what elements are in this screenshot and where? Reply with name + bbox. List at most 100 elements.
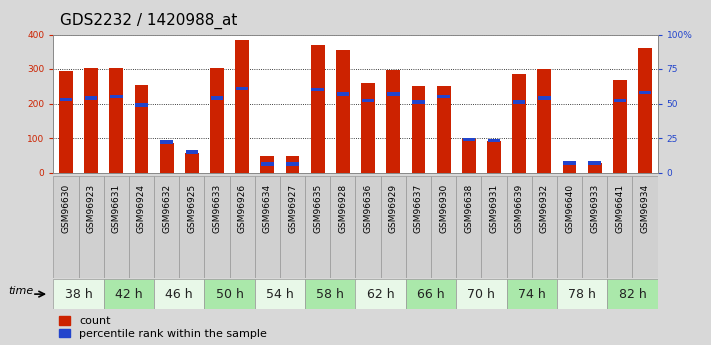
- Bar: [186, 150, 198, 154]
- Bar: [109, 68, 123, 172]
- Text: GSM96641: GSM96641: [616, 184, 624, 233]
- Text: GSM96634: GSM96634: [263, 184, 272, 233]
- Bar: [406, 176, 431, 278]
- Bar: [431, 176, 456, 278]
- Bar: [633, 176, 658, 278]
- Text: time: time: [8, 286, 33, 296]
- Text: GSM96923: GSM96923: [87, 184, 95, 233]
- Bar: [563, 161, 576, 165]
- Text: GSM96925: GSM96925: [187, 184, 196, 233]
- Bar: [362, 99, 374, 102]
- Bar: [588, 163, 602, 172]
- Bar: [462, 139, 476, 172]
- Text: GSM96639: GSM96639: [515, 184, 524, 233]
- Bar: [305, 279, 356, 309]
- Bar: [538, 96, 550, 100]
- Text: 38 h: 38 h: [65, 288, 92, 300]
- Bar: [311, 45, 325, 172]
- Bar: [129, 176, 154, 278]
- Text: 62 h: 62 h: [367, 288, 395, 300]
- Bar: [614, 99, 626, 102]
- Bar: [463, 138, 475, 141]
- Legend: count, percentile rank within the sample: count, percentile rank within the sample: [59, 316, 267, 339]
- Bar: [331, 176, 356, 278]
- Bar: [487, 141, 501, 172]
- Bar: [639, 91, 651, 94]
- Bar: [437, 86, 451, 172]
- Bar: [280, 176, 305, 278]
- Bar: [513, 100, 525, 104]
- Bar: [261, 162, 274, 166]
- Bar: [154, 279, 205, 309]
- Bar: [638, 48, 652, 172]
- Bar: [78, 176, 104, 278]
- Text: GSM96924: GSM96924: [137, 184, 146, 233]
- Bar: [538, 69, 551, 172]
- Text: 70 h: 70 h: [467, 288, 496, 300]
- Text: GSM96632: GSM96632: [162, 184, 171, 233]
- Text: 82 h: 82 h: [619, 288, 646, 300]
- Bar: [506, 176, 532, 278]
- Text: GSM96633: GSM96633: [213, 184, 222, 233]
- Bar: [205, 176, 230, 278]
- Text: 54 h: 54 h: [266, 288, 294, 300]
- Bar: [456, 176, 481, 278]
- Bar: [356, 176, 380, 278]
- Bar: [412, 100, 424, 104]
- Text: GSM96631: GSM96631: [112, 184, 121, 233]
- Bar: [512, 74, 526, 172]
- Bar: [235, 40, 249, 173]
- Bar: [110, 95, 122, 98]
- Text: GSM96932: GSM96932: [540, 184, 549, 233]
- Bar: [406, 279, 456, 309]
- Text: GSM96630: GSM96630: [61, 184, 70, 233]
- Bar: [255, 176, 280, 278]
- Bar: [412, 86, 425, 172]
- Text: 66 h: 66 h: [417, 288, 445, 300]
- Bar: [607, 176, 633, 278]
- Bar: [179, 176, 205, 278]
- Bar: [260, 156, 274, 172]
- Bar: [305, 176, 331, 278]
- Bar: [104, 176, 129, 278]
- Bar: [84, 68, 98, 172]
- Bar: [104, 279, 154, 309]
- Text: 78 h: 78 h: [568, 288, 596, 300]
- Bar: [557, 176, 582, 278]
- Text: 58 h: 58 h: [316, 288, 344, 300]
- Text: GSM96926: GSM96926: [237, 184, 247, 233]
- Bar: [60, 98, 72, 101]
- Bar: [488, 139, 501, 142]
- Text: GSM96635: GSM96635: [314, 184, 322, 233]
- Bar: [386, 70, 400, 172]
- Text: GSM96637: GSM96637: [414, 184, 423, 233]
- Bar: [361, 83, 375, 172]
- Text: GSM96638: GSM96638: [464, 184, 474, 233]
- Bar: [380, 176, 406, 278]
- Bar: [230, 176, 255, 278]
- Bar: [337, 92, 349, 96]
- Bar: [210, 96, 223, 100]
- Bar: [311, 88, 324, 91]
- Text: 74 h: 74 h: [518, 288, 545, 300]
- Bar: [336, 50, 350, 172]
- Bar: [185, 153, 199, 172]
- Bar: [356, 279, 406, 309]
- Text: GSM96934: GSM96934: [641, 184, 650, 233]
- Bar: [210, 68, 224, 172]
- Bar: [135, 103, 148, 107]
- Bar: [387, 92, 400, 96]
- Text: GSM96933: GSM96933: [590, 184, 599, 233]
- Bar: [255, 279, 305, 309]
- Bar: [287, 162, 299, 166]
- Text: GSM96928: GSM96928: [338, 184, 348, 233]
- Bar: [582, 176, 607, 278]
- Text: 42 h: 42 h: [115, 288, 143, 300]
- Text: 46 h: 46 h: [166, 288, 193, 300]
- Bar: [134, 85, 149, 172]
- Text: GSM96929: GSM96929: [389, 184, 397, 233]
- Text: 50 h: 50 h: [215, 288, 244, 300]
- Bar: [589, 161, 601, 165]
- Bar: [557, 279, 607, 309]
- Bar: [437, 95, 450, 98]
